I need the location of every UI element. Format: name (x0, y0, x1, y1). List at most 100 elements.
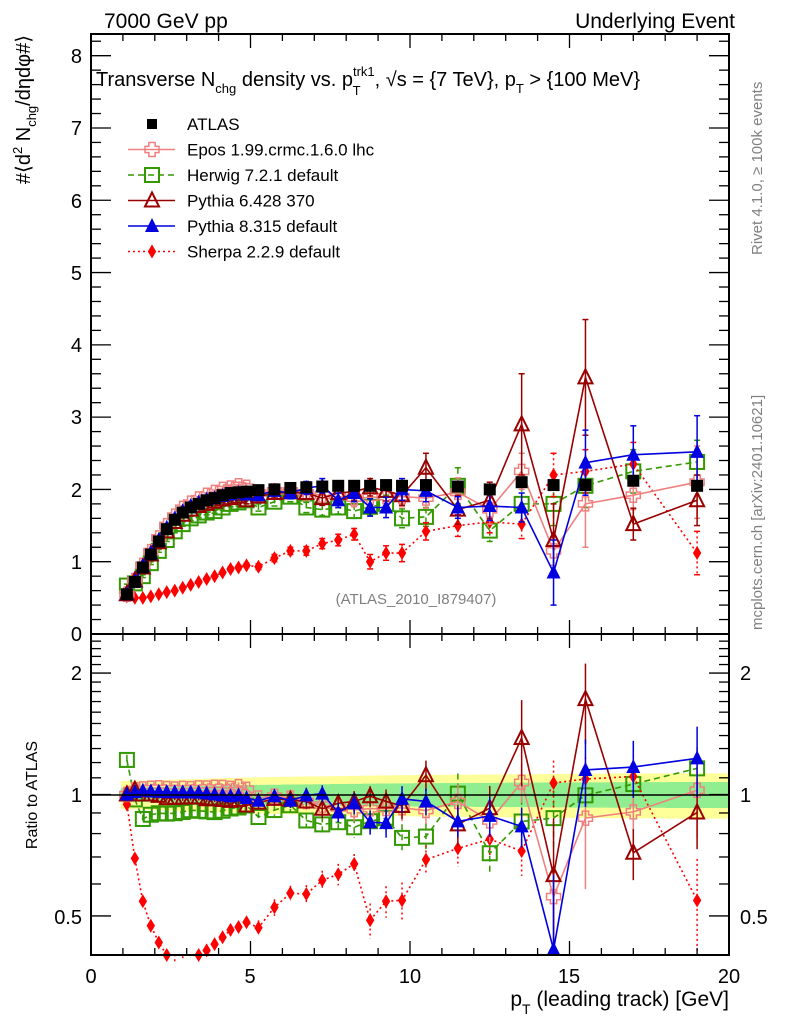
ratio-point-py8 (482, 807, 497, 822)
main-ytick-label: 2 (71, 480, 82, 502)
ratio-point-py8 (450, 813, 465, 828)
ratio-point-sherpa (334, 867, 343, 882)
data-point-sherpa (549, 467, 558, 482)
data-point-sherpa (318, 536, 327, 551)
data-point-atlas (627, 474, 640, 487)
ratio-plot-series (118, 663, 706, 962)
ratio-point-epos (266, 788, 283, 805)
data-point-atlas (128, 575, 141, 588)
ratio-point-py8 (239, 790, 254, 805)
data-point-sherpa (517, 517, 526, 532)
legend-label: Herwig 7.2.1 default (187, 166, 338, 185)
ratio-point-epos (362, 800, 378, 817)
ratio-point-herwig (417, 828, 434, 845)
xtick-label: 5 (244, 966, 255, 988)
x-axis-label-p: p (510, 988, 522, 1011)
data-point-sherpa (334, 533, 343, 548)
data-point-sherpa (270, 551, 279, 566)
ratio-point-py8 (283, 792, 298, 807)
data-point-atlas (348, 479, 361, 492)
data-point-sherpa (138, 590, 148, 605)
data-point-atlas (144, 548, 157, 561)
main-y-axis-label: #⟨d2 Nchg/dηdφ#⟩ (10, 35, 39, 184)
ratio-point-sherpa (218, 930, 227, 945)
ratio-point-sherpa (421, 852, 431, 867)
data-point-sherpa (254, 559, 263, 574)
main-ytick-label: 3 (71, 407, 82, 429)
data-point-py6 (513, 414, 531, 432)
xtick-label: 10 (399, 966, 421, 988)
mcplots-label: mcplots.cern.ch [arXiv:2401.10621] (749, 395, 766, 630)
ratio-ytick-label-right: 2 (740, 663, 751, 685)
data-point-sherpa (154, 587, 163, 602)
ratio-point-sherpa (302, 887, 311, 902)
data-point-py6 (313, 487, 331, 506)
title-sup: trk1 (353, 64, 375, 79)
ratio-point-epos (450, 793, 466, 810)
data-point-py8 (379, 499, 394, 514)
data-point-epos (625, 487, 642, 503)
data-point-sherpa (194, 574, 203, 589)
data-point-atlas (268, 483, 281, 496)
ratio-point-sherpa (517, 844, 526, 859)
data-point-sherpa (146, 589, 156, 604)
ratio-point-herwig (481, 845, 498, 862)
ratio-point-py8 (395, 790, 410, 805)
ratio-point-sherpa (365, 913, 375, 928)
legend-marker-sherpa (147, 244, 157, 259)
ratio-point-sherpa (130, 851, 140, 866)
series-py6 (118, 318, 706, 602)
data-point-py6 (417, 457, 435, 475)
rivet-label: Rivet 4.1.0, ≥ 100k events (749, 82, 766, 255)
data-point-py8 (690, 443, 705, 458)
ratio-point-py6 (237, 795, 256, 813)
ratio-point-sherpa (202, 943, 211, 958)
ratio-point-py8 (331, 804, 346, 819)
data-point-py8 (331, 492, 346, 507)
ratio-point-sherpa (138, 894, 148, 909)
ratio-series-py8 (119, 726, 705, 956)
ratio-point-py8 (546, 941, 561, 956)
data-point-sherpa (692, 546, 702, 561)
ratio-point-epos (238, 781, 255, 797)
ratio-point-sherpa (254, 920, 263, 935)
title-part: Transverse N (96, 69, 215, 91)
ratio-point-sherpa (318, 873, 327, 888)
data-point-atlas (160, 523, 173, 536)
data-point-atlas (515, 476, 528, 489)
data-point-py6 (688, 490, 706, 508)
data-point-py8 (450, 499, 465, 514)
ratio-point-herwig (118, 751, 135, 768)
main-ytick-label: 4 (71, 335, 82, 357)
legend: ATLAS Epos 1.99.crmc.1.6.0 lhc Herwig 7.2.… (128, 115, 375, 262)
data-point-atlas (332, 479, 345, 492)
data-point-atlas (284, 481, 297, 494)
ratio-point-py8 (690, 750, 705, 765)
data-point-sherpa (170, 583, 179, 598)
ratio-point-py8 (347, 795, 362, 810)
data-point-sherpa (178, 580, 187, 595)
data-point-atlas (396, 479, 409, 492)
series-herwig (118, 439, 706, 594)
legend-marker-atlas (147, 119, 157, 129)
legend-item-atlas: ATLAS (147, 115, 240, 134)
data-point-sherpa (365, 554, 375, 569)
legend-label: Epos 1.99.crmc.1.6.0 lhc (187, 141, 375, 160)
x-axis-label: pT (leading track) [GeV] (510, 988, 729, 1017)
ylabel-part: /dηdφ#⟩ (13, 35, 35, 106)
data-point-sherpa (202, 572, 211, 587)
ratio-point-py6 (688, 802, 706, 820)
ratio-point-sherpa (381, 894, 391, 909)
xtick-label: 15 (558, 966, 580, 988)
series-atlas (120, 474, 704, 601)
x-axis-label-sub: T (522, 1001, 531, 1017)
data-point-py8 (578, 454, 593, 469)
ratio-ytick-label-right: 1 (740, 785, 751, 807)
data-point-py8 (347, 485, 362, 500)
ratio-point-herwig (394, 829, 411, 846)
main-ytick-label: 7 (71, 118, 82, 140)
data-point-atlas (120, 588, 133, 601)
data-point-atlas (240, 485, 253, 498)
data-point-py8 (363, 499, 378, 514)
